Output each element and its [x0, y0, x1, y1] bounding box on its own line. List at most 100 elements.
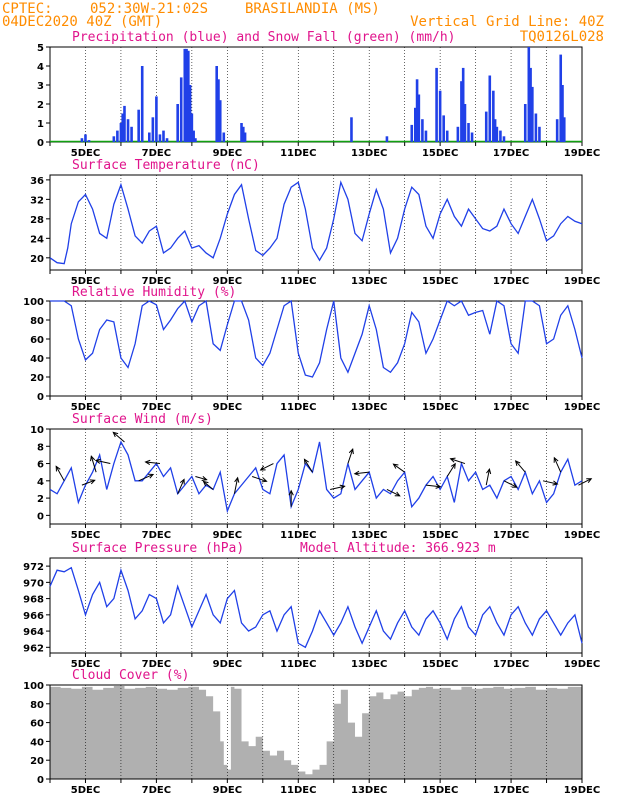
- temp-frame: [49, 174, 583, 271]
- wind-arrow-shaft: [95, 459, 111, 465]
- wind-arrow: [195, 475, 208, 482]
- wind-ytick-label: 4: [37, 477, 44, 488]
- wind-arrow-shaft: [203, 481, 214, 490]
- precip-bar: [562, 117, 566, 142]
- wind-arrow-head: [202, 480, 209, 487]
- precip-bar: [527, 47, 531, 142]
- rh-ytick-label: 100: [23, 297, 44, 308]
- cloud-xtick-label: 17DEC: [493, 785, 529, 796]
- precip-bar: [162, 130, 165, 142]
- header-code: TQ0126L028: [520, 29, 604, 45]
- wind-arrow-head: [353, 470, 360, 476]
- wind-arrow-head: [552, 480, 559, 486]
- precip-bar: [538, 126, 541, 142]
- rh-frame: [49, 300, 583, 397]
- wind-arrow-shaft: [195, 476, 207, 481]
- precip-ytick-label: 5: [37, 43, 44, 54]
- temp-series-line: [49, 180, 583, 265]
- precip-bar: [488, 75, 492, 142]
- wind-arrow: [392, 463, 405, 473]
- temp-title: Surface Temperature (nC): [72, 158, 260, 173]
- rh-xtick-label: 5DEC: [71, 402, 100, 413]
- wind-arrow-head: [288, 489, 294, 496]
- wind-arrow-shaft: [138, 473, 154, 482]
- wind-arrow-head: [89, 479, 96, 485]
- wind-arrow: [578, 478, 593, 486]
- precip-bar: [415, 79, 419, 142]
- wind-xtick-label: 13DEC: [351, 530, 387, 541]
- precip-bar: [493, 119, 497, 142]
- cloud-xtick-label: 9DEC: [213, 785, 242, 796]
- precip-bar: [495, 126, 499, 142]
- precip-bar: [385, 136, 389, 142]
- precip-bar: [188, 85, 192, 142]
- pres-ytick-label: 968: [23, 595, 44, 606]
- precip-bar: [119, 123, 123, 142]
- pres-xtick-label: 9DEC: [213, 659, 242, 670]
- cloud-xtick-label: 19DEC: [564, 785, 600, 796]
- wind-arrow-shaft: [304, 459, 313, 473]
- precip-bar: [243, 132, 247, 142]
- temp-xtick-label: 15DEC: [422, 276, 458, 287]
- wind-xtick-label: 7DEC: [142, 530, 171, 541]
- wind-arrow: [303, 458, 313, 473]
- cloud-ytick-label: 0: [37, 775, 44, 786]
- wind-arrow-shaft: [112, 431, 125, 443]
- wind-arrow: [138, 473, 155, 482]
- precip-bar: [80, 138, 84, 142]
- pres-ytick-label: 964: [23, 627, 44, 638]
- wind-arrow: [485, 468, 492, 486]
- wind-arrow-shaft: [347, 448, 354, 464]
- precip-bar: [158, 134, 162, 142]
- wind-arrow: [514, 460, 526, 473]
- precip-bar: [417, 94, 421, 142]
- pres-ytick-label: 966: [23, 611, 44, 622]
- wind-arrow: [446, 462, 456, 477]
- temp-xtick-label: 19DEC: [564, 276, 600, 287]
- precip-ytick-label: 0: [37, 138, 44, 149]
- rh-xtick-label: 19DEC: [564, 402, 600, 413]
- precip-xtick-label: 15DEC: [422, 148, 458, 159]
- precip-bar: [424, 130, 428, 142]
- header-source: CPTEC:: [2, 1, 53, 17]
- wind-arrow-shaft: [177, 479, 185, 494]
- wind-arrow: [288, 489, 294, 507]
- wind-arrow: [177, 478, 185, 494]
- wind-arrow: [425, 483, 442, 489]
- wind-arrow-shaft: [55, 466, 65, 482]
- wind-arrow-head: [55, 465, 61, 472]
- wind-arrow-head: [514, 460, 521, 466]
- wind-arrow-shaft: [81, 479, 95, 486]
- wind-arrow-shaft: [330, 485, 345, 490]
- precip-bar: [463, 104, 467, 142]
- precip-bar: [123, 105, 126, 142]
- precip-bar: [442, 115, 445, 142]
- temp-ytick-label: 20: [30, 254, 44, 265]
- precip-bar: [435, 67, 438, 142]
- wind-arrow-shaft: [386, 489, 400, 497]
- precip-bar: [218, 100, 222, 142]
- rh-panel: Relative Humidity (%) 0 20 40 60 80 100 5DEC 7DE…: [23, 285, 600, 413]
- wind-arrow-head: [259, 465, 266, 471]
- wind-xtick-label: 15DEC: [422, 530, 458, 541]
- precip-bar: [523, 104, 527, 142]
- wind-arrow: [112, 431, 125, 443]
- temp-xtick-label: 13DEC: [351, 276, 387, 287]
- pres-ytick-label: 962: [23, 643, 44, 654]
- precip-bar: [176, 104, 179, 142]
- rh-title: Relative Humidity (%): [72, 285, 236, 300]
- precip-bar: [240, 123, 243, 142]
- cloud-frame: [49, 684, 583, 780]
- wind-xtick-label: 9DEC: [213, 530, 242, 541]
- wind-arrow-head: [511, 482, 518, 488]
- precip-xtick-label: 19DEC: [564, 148, 600, 159]
- rh-ytick-label: 0: [37, 392, 44, 403]
- header-grid-note: Vertical Grid Line: 40Z: [410, 14, 604, 30]
- wind-frame: [49, 428, 583, 525]
- precip-bar: [531, 86, 534, 142]
- wind-arrow: [330, 484, 346, 490]
- wind-arrow-head: [486, 468, 492, 475]
- precip-bar: [529, 67, 532, 142]
- precip-bar: [222, 132, 226, 142]
- wind-arrow-shaft: [578, 478, 592, 486]
